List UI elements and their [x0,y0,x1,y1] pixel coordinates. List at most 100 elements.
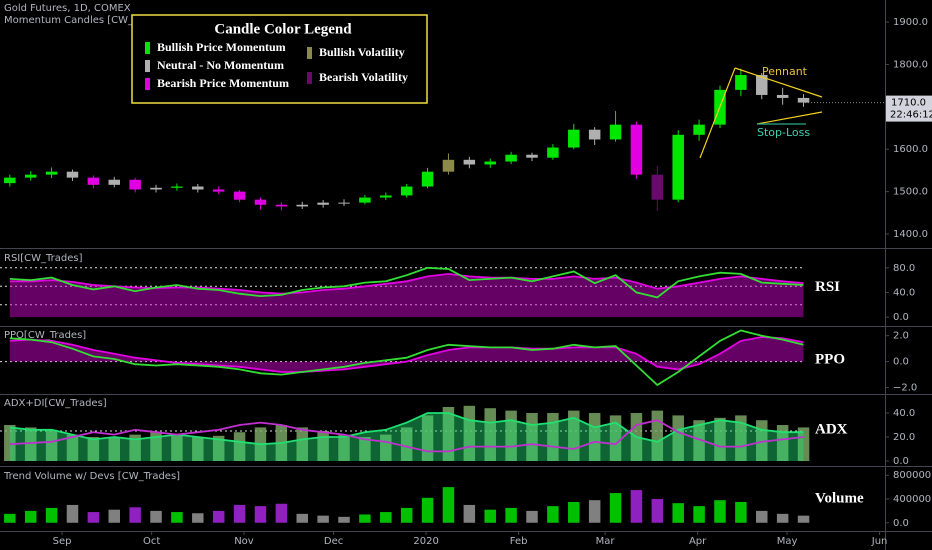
volume-bar [756,510,768,523]
indicator-bar [797,427,810,462]
volume-bar [171,512,183,523]
volume-bar [714,500,726,523]
indicator-bar [735,415,747,462]
volume-bar [672,503,684,523]
legend-swatch [145,60,150,72]
legend-label: Bullish Price Momentum [157,40,286,54]
indicator-bar [588,413,601,462]
volume-bar [45,507,58,523]
y-tick-label: 1600.0 [893,144,928,155]
candle-body [4,177,16,184]
legend-swatch [145,78,150,90]
indicator-bar [421,415,434,462]
x-tick-label: Dec [324,536,343,547]
candle-body [24,174,37,178]
candle-body [66,171,79,178]
indicator-bar [45,429,58,462]
candle-body [338,202,350,204]
volume-bar [776,513,789,523]
volume-bar [442,487,455,523]
indicator-bar [296,427,308,462]
candle-body [797,97,810,103]
volume-bar [24,510,37,523]
y-tick-label: 0.0 [893,357,909,368]
panel-title: PPO[CW_Trades] [4,330,86,341]
panel-label: PPO [815,351,845,367]
volume-bar [547,506,559,523]
pennant-label: Pennant [762,65,808,78]
x-tick-label: Nov [234,536,254,547]
legend-box [131,14,428,104]
y-tick-label: 80.0 [893,263,915,274]
volume-bar [693,506,705,523]
indicator-line [9,266,804,299]
y-tick-label: 20.0 [893,432,915,443]
candle-legend: Candle Color Legend [131,14,428,104]
candle-body [609,124,622,140]
candle-body [693,124,705,135]
volume-bar [87,512,100,523]
candle-body [108,179,120,185]
volume-bar [735,501,747,523]
x-tick-label: Mar [596,536,616,547]
indicator-bar [672,415,684,462]
x-tick-label: Feb [510,536,528,547]
panel-title: Trend Volume w/ Devs [CW_Trades] [3,471,180,482]
indicator-bar [380,434,392,462]
indicator-line [9,336,804,373]
y-tick-label: 800000 [893,470,931,481]
volume-bar [192,513,204,523]
indicator-bar [192,437,204,462]
x-tick-label: Jun [871,536,888,547]
candle-body [463,159,476,165]
candle-body [547,147,559,158]
indicator-bar [359,437,371,462]
last-price-box [886,95,932,122]
x-tick-label: 2020 [413,536,438,547]
candle-body [672,134,684,200]
indicator-area [9,337,804,372]
y-tick-label: −2.0 [893,383,917,394]
x-tick-label: Apr [689,536,707,547]
candle-body [171,186,183,188]
volume-bar [463,504,476,523]
candle-body [296,204,308,207]
y-tick-label: 1400.0 [893,229,928,240]
y-tick-label: 40.0 [893,287,915,298]
volume-bar [568,501,580,523]
candle-body [129,179,141,190]
candle-body [588,129,601,140]
volume-bar [129,507,141,523]
candle-body [421,171,434,187]
candle-body [484,161,496,165]
volume-bar [4,513,16,523]
legend-label: Bearish Price Momentum [157,76,289,90]
candle-body [756,75,768,95]
legend-label: Neutral - No Momentum [157,58,284,72]
indicator-bar [4,425,16,462]
candle-body [651,174,664,200]
indicator-bar [776,425,789,462]
y-tick-label: 0.0 [893,518,909,529]
y-tick-label: 400000 [893,494,931,505]
candle-body [45,171,58,175]
indicator-bar [317,431,329,462]
indicator-line [9,412,804,446]
volume-bar [526,510,538,523]
volume-bar [296,513,308,523]
indicator-bar [171,434,183,462]
candle-body [400,186,413,196]
indicator-bar [568,410,580,462]
indicator-area [9,273,804,318]
volume-bar [317,515,329,523]
legend-swatch [145,42,150,54]
indicator-bar [484,408,496,462]
y-tick-label: 0.0 [893,456,909,467]
legend-title: Candle Color Legend [214,21,352,37]
x-tick-label: May [777,536,798,547]
panel-label: Volume [815,490,864,506]
volume-bar [380,512,392,523]
indicator-bar [547,413,559,462]
indicator-bar [442,407,455,462]
